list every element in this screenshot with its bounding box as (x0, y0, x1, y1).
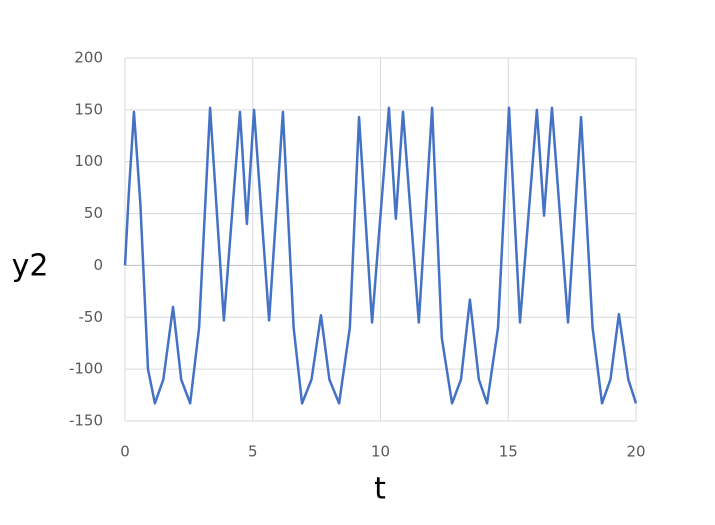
y-axis-title: y2 (12, 249, 49, 284)
x-axis-title: t (374, 472, 386, 507)
x-tick-label: 0 (120, 443, 130, 461)
y-tick-label: 200 (74, 49, 103, 67)
y-tick-label: -150 (69, 412, 103, 430)
y-tick-label: -50 (79, 308, 104, 326)
x-tick-label: 10 (371, 443, 390, 461)
x-tick-label: 15 (499, 443, 518, 461)
line-series (123, 106, 638, 405)
x-tick-label: 5 (248, 443, 258, 461)
y-tick-label: 0 (93, 256, 103, 274)
y-tick-label: 100 (74, 152, 103, 170)
y-tick-label: 50 (84, 204, 103, 222)
x-tick-label: 20 (626, 443, 645, 461)
y-tick-label: -100 (69, 360, 103, 378)
y-tick-label: 150 (74, 100, 103, 118)
